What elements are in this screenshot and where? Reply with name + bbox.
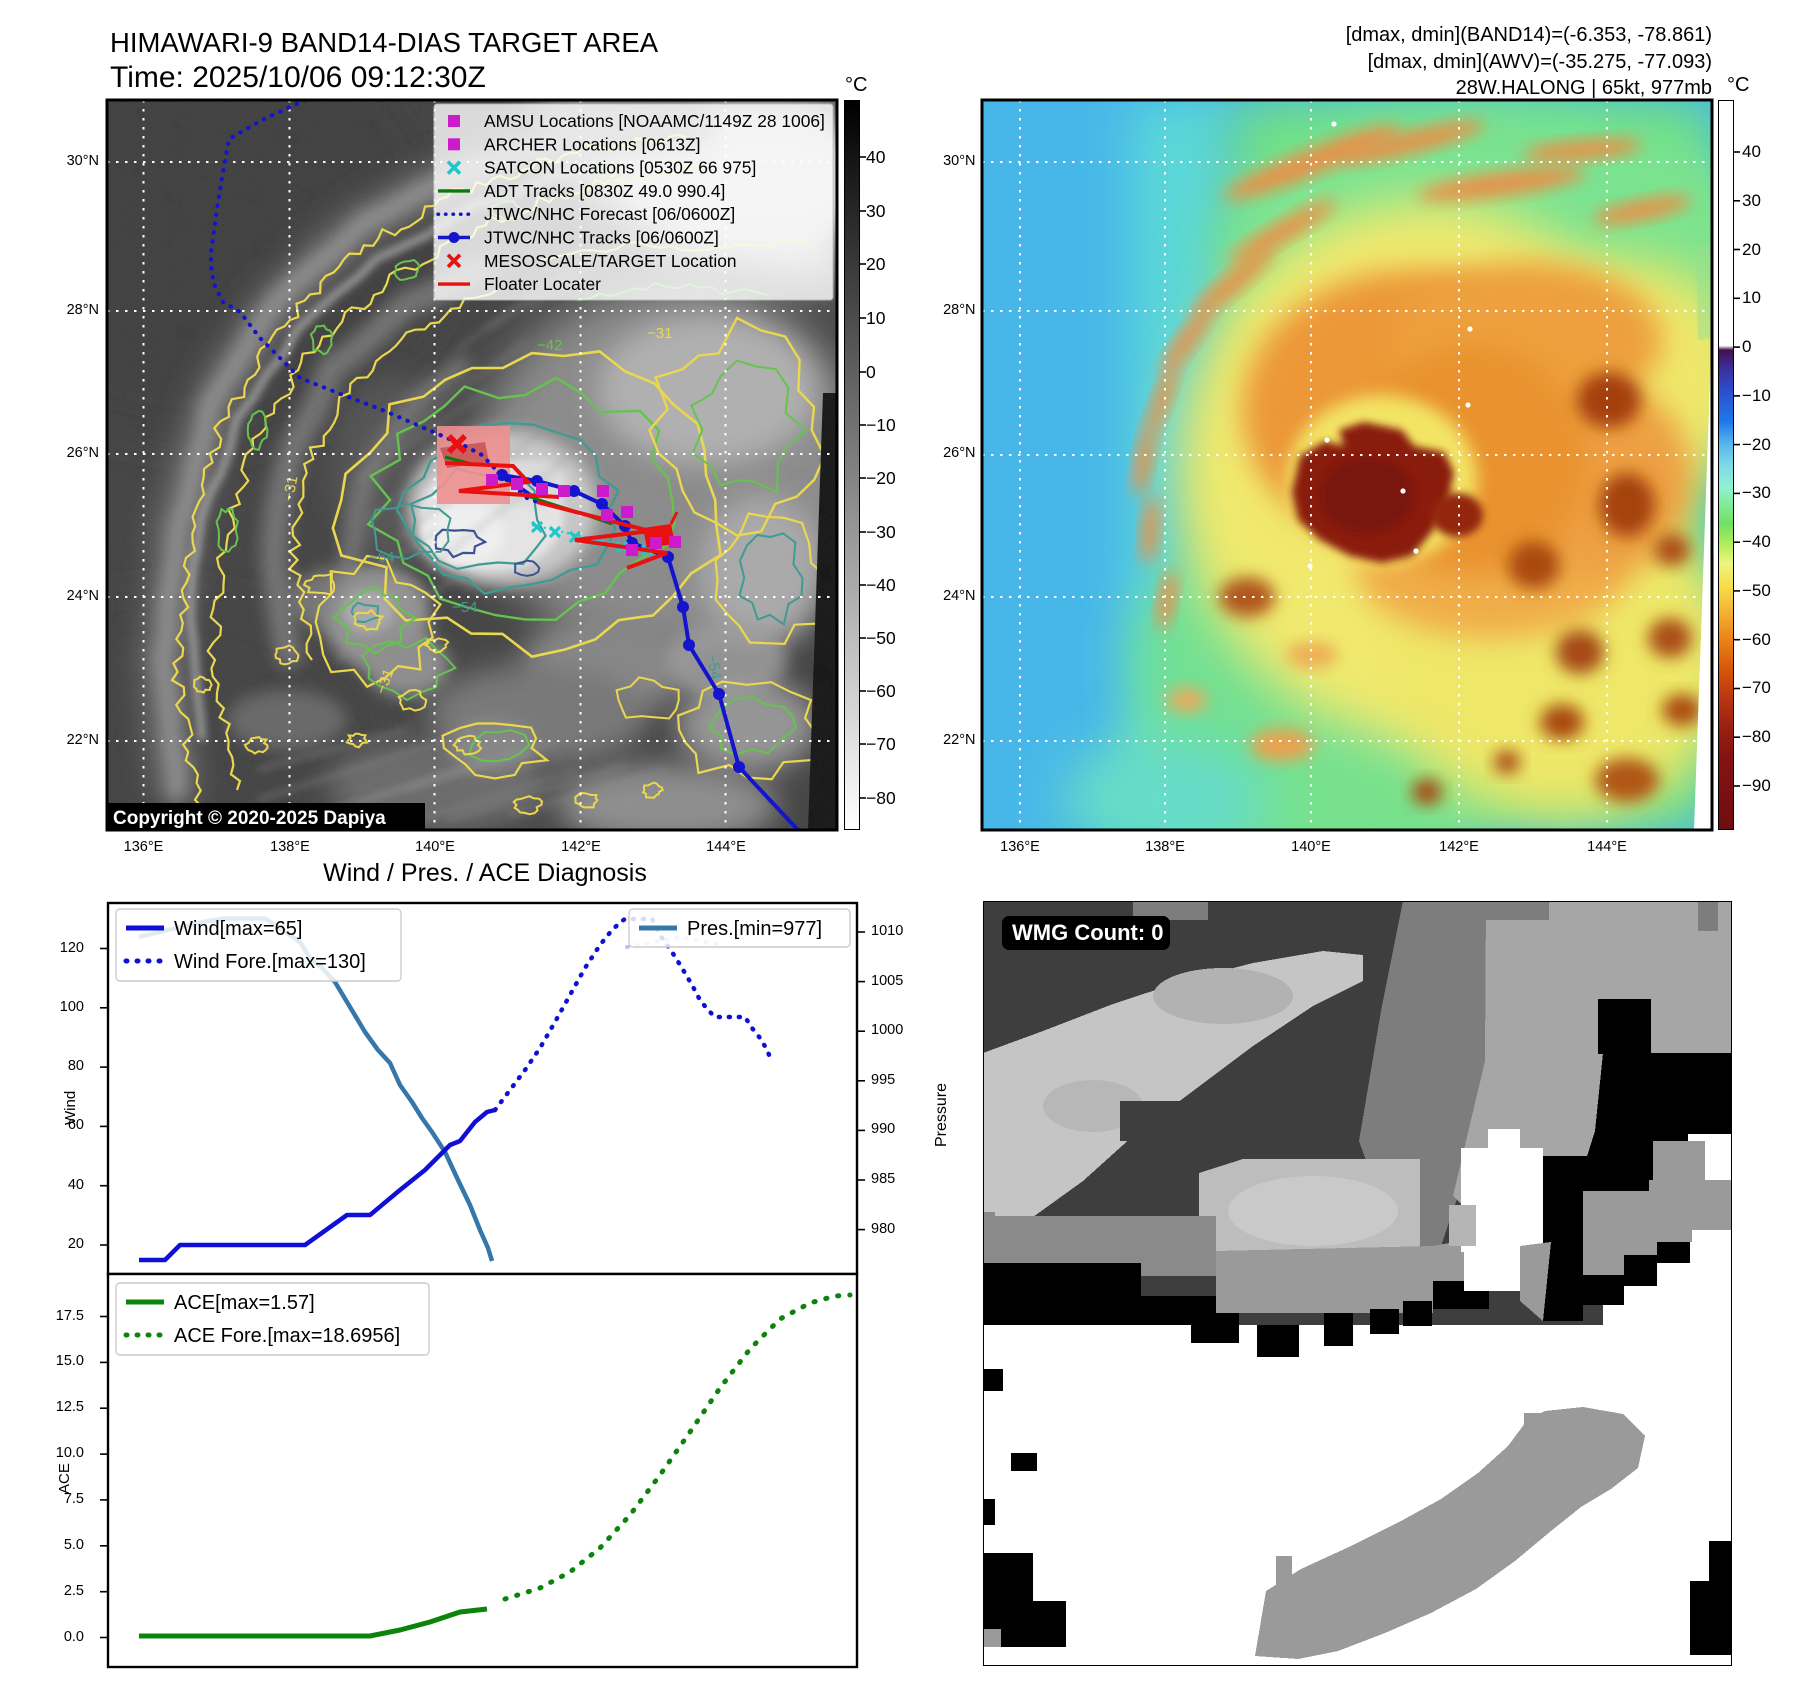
svg-text:ADT Tracks [0830Z 49.0 990.4]: ADT Tracks [0830Z 49.0 990.4] [484,181,725,201]
svg-text:ACE Fore.[max=18.6956]: ACE Fore.[max=18.6956] [174,1325,400,1347]
svg-text:Pres.[min=977]: Pres.[min=977] [687,918,822,940]
svg-text:WMG Count: 0: WMG Count: 0 [1012,920,1164,945]
svg-text:SATCON Locations [0530Z 66 975: SATCON Locations [0530Z 66 975] [484,158,756,178]
svg-text:AMSU Locations [NOAAMC/1149Z 2: AMSU Locations [NOAAMC/1149Z 28 1006] [484,111,825,131]
svg-text:Wind[max=65]: Wind[max=65] [174,918,302,940]
svg-text:JTWC/NHC Tracks [06/0600Z]: JTWC/NHC Tracks [06/0600Z] [484,228,719,248]
svg-text:MESOSCALE/TARGET Location: MESOSCALE/TARGET Location [484,251,737,271]
svg-text:Floater Locater: Floater Locater [484,274,601,294]
svg-text:ARCHER Locations [0613Z]: ARCHER Locations [0613Z] [484,134,701,154]
svg-text:Copyright © 2020-2025 Dapiya: Copyright © 2020-2025 Dapiya [113,808,386,829]
svg-text:Wind Fore.[max=130]: Wind Fore.[max=130] [174,951,366,973]
svg-text:JTWC/NHC Forecast [06/0600Z]: JTWC/NHC Forecast [06/0600Z] [484,204,735,224]
svg-text:ACE[max=1.57]: ACE[max=1.57] [174,1292,315,1314]
